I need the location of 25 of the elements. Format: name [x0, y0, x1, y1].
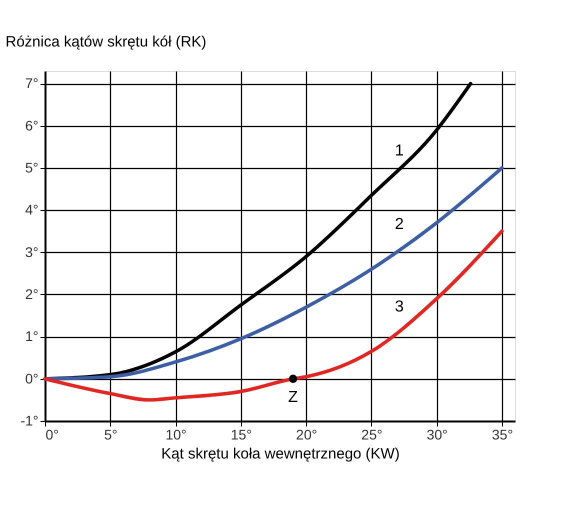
y-tick-label: 1°	[25, 328, 38, 344]
y-tick-label: 3°	[25, 244, 38, 260]
y-tick-label: 5°	[25, 159, 38, 176]
y-axis-title: Różnica kątów skrętu kół (RK)	[6, 34, 206, 50]
x-axis-title: Kąt skrętu koła wewnętrznego (KW)	[161, 446, 400, 462]
y-tick-label: 7°	[25, 75, 38, 92]
y-tick-label: -1°	[20, 412, 38, 428]
y-tick-label: 4°	[25, 202, 38, 218]
x-tick-label: 10°	[165, 426, 187, 442]
y-tick-label: 2°	[25, 286, 38, 302]
line-series	[43, 229, 504, 402]
series-label: 2	[394, 216, 404, 234]
line-series	[43, 166, 504, 381]
x-tick-label: 5°	[104, 426, 118, 442]
x-tick-label: 25°	[361, 426, 382, 442]
y-tick-label: 0°	[25, 370, 38, 386]
series-label: 3	[394, 298, 404, 316]
x-tick-label: 15°	[230, 426, 252, 442]
y-tick-label: 6°	[25, 117, 38, 134]
x-tick-label: 35°	[492, 426, 514, 442]
series-label: Z	[288, 388, 298, 406]
x-tick-label: 30°	[426, 426, 448, 442]
x-tick-label: 20°	[296, 426, 318, 442]
series-label: 1	[394, 142, 404, 160]
x-tick-label: 0°	[46, 426, 59, 442]
